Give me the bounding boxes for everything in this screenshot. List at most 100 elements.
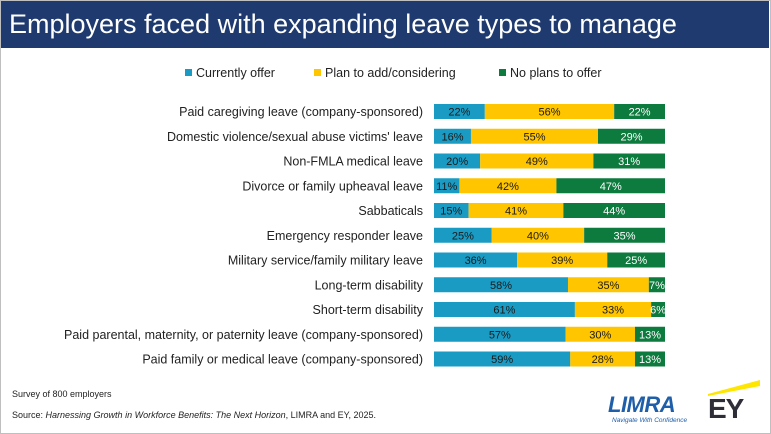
legend-swatch-currently-offer xyxy=(185,69,192,76)
bar-segment xyxy=(648,277,665,293)
category-label: Sabbaticals xyxy=(358,204,423,218)
bar-segment xyxy=(563,203,665,218)
data-label: 22% xyxy=(629,107,651,119)
bar-segment xyxy=(584,227,665,243)
data-label: 13% xyxy=(639,354,661,366)
data-label: 35% xyxy=(597,280,619,292)
category-label: Military service/family military leave xyxy=(228,254,423,268)
category-label: Paid parental, maternity, or paternity l… xyxy=(64,328,423,342)
data-label: 44% xyxy=(603,206,625,218)
data-label: 57% xyxy=(489,329,511,341)
data-label: 49% xyxy=(526,156,548,168)
ey-beam-icon xyxy=(708,380,760,396)
bar-segment xyxy=(434,128,471,144)
source-prefix: Source: xyxy=(12,410,46,420)
bar-segment xyxy=(434,104,485,119)
category-label: Long-term disability xyxy=(315,278,424,292)
data-label: 30% xyxy=(589,329,611,341)
limra-logo-tagline: Navigate With Confidence xyxy=(612,417,688,424)
data-label: 31% xyxy=(618,156,640,168)
data-label: 20% xyxy=(446,156,468,168)
category-label: Non-FMLA medical leave xyxy=(283,155,423,169)
data-label: 7% xyxy=(649,280,665,292)
ey-logo-wordmark: EY xyxy=(708,393,744,424)
data-label: 11% xyxy=(436,181,457,193)
legend-label-currently-offer: Currently offer xyxy=(196,66,275,80)
data-label: 13% xyxy=(639,329,661,341)
category-label: Divorce or family upheaval leave xyxy=(242,179,423,193)
bar-segment xyxy=(634,326,665,342)
stacked-bar-chart: Paid caregiving leave (company-sponsored… xyxy=(64,104,666,367)
bar-segment xyxy=(434,302,575,317)
bar-segment xyxy=(434,277,568,293)
source-suffix: , LIMRA and EY, 2025. xyxy=(285,410,377,420)
category-label: Paid caregiving leave (company-sponsored… xyxy=(179,105,423,119)
ey-logo: EY xyxy=(708,378,764,426)
data-label: 55% xyxy=(523,131,545,143)
legend-item-no-plans: No plans to offer xyxy=(499,66,602,80)
data-label: 25% xyxy=(625,255,647,267)
bar-segment xyxy=(651,302,665,317)
bar-segment xyxy=(634,351,665,367)
bar-segment xyxy=(598,128,665,144)
legend-swatch-no-plans xyxy=(499,69,506,76)
bar-segment xyxy=(593,153,665,169)
survey-note: Survey of 800 employers xyxy=(12,389,112,399)
bar-segment xyxy=(434,351,571,367)
bar-segment xyxy=(459,178,557,194)
data-label: 35% xyxy=(614,230,636,242)
data-label: 42% xyxy=(497,181,519,193)
chart-legend: Currently offer Plan to add/considering … xyxy=(0,66,771,82)
bar-segment xyxy=(556,178,665,194)
source-title: Harnessing Growth in Workforce Benefits:… xyxy=(45,410,286,420)
slide-title: Employers faced with expanding leave typ… xyxy=(1,1,769,48)
bar-segment xyxy=(434,203,469,218)
data-label: 59% xyxy=(491,354,513,366)
bar-segment xyxy=(468,203,564,218)
bar-segment xyxy=(570,351,635,367)
data-label: 22% xyxy=(448,107,470,119)
data-label: 16% xyxy=(441,131,463,143)
data-label: 40% xyxy=(527,230,549,242)
bar-segment xyxy=(470,128,599,144)
bar-segment xyxy=(434,326,566,342)
bar-segment xyxy=(491,227,585,243)
data-label: 33% xyxy=(602,305,624,317)
category-label: Emergency responder leave xyxy=(267,229,423,243)
legend-label-plan-to-add: Plan to add/considering xyxy=(325,66,456,80)
legend-swatch-plan-to-add xyxy=(314,69,321,76)
limra-logo: LIMRA Navigate With Confidence xyxy=(608,393,690,427)
data-label: 29% xyxy=(620,131,642,143)
category-label: Short-term disability xyxy=(313,303,424,317)
limra-logo-wordmark: LIMRA xyxy=(608,392,676,417)
bar-segment xyxy=(434,252,518,268)
bar-segment xyxy=(567,277,649,293)
data-label: 15% xyxy=(440,206,462,218)
source-note: Source: Harnessing Growth in Workforce B… xyxy=(12,410,376,420)
data-label: 41% xyxy=(505,206,527,218)
legend-label-no-plans: No plans to offer xyxy=(510,66,602,80)
data-label: 58% xyxy=(490,280,512,292)
data-label: 61% xyxy=(493,305,515,317)
data-label: 56% xyxy=(538,107,560,119)
bar-segment xyxy=(614,104,665,119)
legend-item-currently-offer: Currently offer xyxy=(185,66,275,80)
bar-segment xyxy=(574,302,652,317)
bar-segment xyxy=(434,153,481,169)
bar-segment xyxy=(484,104,615,119)
category-label: Paid family or medical leave (company-sp… xyxy=(142,353,423,367)
bar-segment xyxy=(607,252,665,268)
bar-segment xyxy=(434,178,460,194)
data-label: 25% xyxy=(452,230,474,242)
legend-item-plan-to-add: Plan to add/considering xyxy=(314,66,456,80)
bar-segment xyxy=(434,227,492,243)
data-label: 6% xyxy=(650,305,666,317)
category-label: Domestic violence/sexual abuse victims' … xyxy=(167,130,423,144)
bar-segment xyxy=(480,153,594,169)
bar-segment xyxy=(565,326,635,342)
data-label: 39% xyxy=(551,255,573,267)
data-label: 28% xyxy=(592,354,614,366)
data-label: 47% xyxy=(600,181,622,193)
bar-segment xyxy=(517,252,608,268)
data-label: 36% xyxy=(465,255,487,267)
